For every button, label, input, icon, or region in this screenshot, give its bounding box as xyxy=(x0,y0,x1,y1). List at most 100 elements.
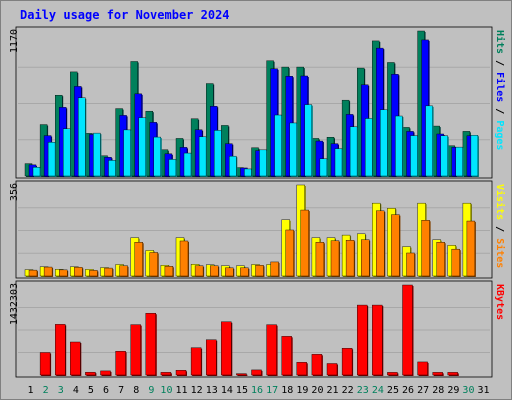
bar-pages-day-3 xyxy=(63,128,71,177)
x-tick-label-day-20: 20 xyxy=(311,385,323,396)
bar-shadow xyxy=(237,374,248,376)
bar-sites-day-2 xyxy=(43,266,53,277)
x-tick-label-day-31: 31 xyxy=(478,385,490,396)
x-tick-label-day-29: 29 xyxy=(447,385,459,396)
x-tick-label-day-3: 3 xyxy=(58,385,64,396)
bar-sites-day-28 xyxy=(436,242,445,277)
bar-kbytes-day-8 xyxy=(130,324,141,376)
bar-kbytes-day-9 xyxy=(145,313,157,376)
bar-pages-day-6 xyxy=(108,160,116,177)
bar-kbytes-day-14 xyxy=(221,321,232,376)
x-tick-label-day-21: 21 xyxy=(327,385,339,396)
x-tick-label-day-6: 6 xyxy=(103,385,109,396)
bar-sites-day-25 xyxy=(391,214,400,277)
bar-sites-day-14 xyxy=(225,267,234,277)
x-tick-label-day-27: 27 xyxy=(417,385,429,396)
bar-sites-day-19 xyxy=(300,209,309,277)
bar-pages-day-1 xyxy=(32,167,41,177)
bar-kbytes-day-7 xyxy=(115,351,126,376)
legend-item-hits: Hits xyxy=(494,30,506,54)
bar-sites-day-13 xyxy=(209,265,219,277)
y-max-label: 1170 xyxy=(9,29,20,53)
bar-sites-day-22 xyxy=(345,240,355,277)
bar-sites-day-26 xyxy=(406,252,415,277)
bar-pages-day-28 xyxy=(440,135,448,177)
x-tick-label-day-25: 25 xyxy=(387,385,399,396)
bar-pages-day-24 xyxy=(380,109,388,177)
bar-pages-day-8 xyxy=(138,117,146,177)
bar-kbytes-day-3 xyxy=(55,324,66,376)
legend-hits-files-pages: Hits / Files / Pages xyxy=(494,30,506,150)
bar-sites-day-30 xyxy=(466,220,476,277)
bar-kbytes-day-2 xyxy=(39,352,51,376)
x-tick-label-day-30: 30 xyxy=(462,385,474,396)
bar-sites-day-4 xyxy=(74,267,83,277)
bar-kbytes-day-5 xyxy=(85,371,96,376)
bar-pages-day-10 xyxy=(168,159,177,177)
x-tick-label-day-7: 7 xyxy=(118,385,124,396)
bar-pages-day-21 xyxy=(334,148,343,177)
bar-pages-day-7 xyxy=(123,129,131,177)
bar-kbytes-day-4 xyxy=(70,341,81,376)
bar-kbytes-day-23 xyxy=(357,304,368,376)
legend-separator: / xyxy=(494,220,505,238)
x-tick-label-day-1: 1 xyxy=(28,385,34,396)
bar-pages-day-16 xyxy=(259,149,267,177)
bar-sites-day-23 xyxy=(361,239,370,277)
panel-visits-sites: 356 Visits / Sites xyxy=(9,180,506,279)
bar-sites-day-12 xyxy=(194,265,204,277)
bar-sites-day-11 xyxy=(179,240,189,277)
bar-pages-day-4 xyxy=(78,97,86,177)
bar-pages-day-12 xyxy=(198,136,207,177)
x-tick-label-day-16: 16 xyxy=(251,385,263,396)
bar-pages-day-9 xyxy=(153,136,162,177)
bar-pages-day-30 xyxy=(470,135,479,177)
series-pages xyxy=(32,97,479,177)
legend-visits-sites: Visits / Sites xyxy=(494,184,506,268)
bar-sites-day-7 xyxy=(119,265,128,277)
x-tick-label-day-14: 14 xyxy=(221,385,233,396)
bar-pages-day-26 xyxy=(410,135,418,177)
legend-item-kbytes: KBytes xyxy=(494,284,505,320)
x-tick-label-day-11: 11 xyxy=(176,385,188,396)
legend-separator: / xyxy=(494,102,505,120)
bar-sites-day-17 xyxy=(270,261,279,277)
x-tick-label-day-4: 4 xyxy=(73,385,79,396)
x-tick-label-day-28: 28 xyxy=(432,385,444,396)
bar-kbytes-day-11 xyxy=(175,370,187,376)
bar-sites-day-15 xyxy=(240,267,249,277)
bar-pages-day-19 xyxy=(304,104,312,177)
bar-sites-day-3 xyxy=(59,269,68,277)
bar-kbytes-day-18 xyxy=(281,336,292,376)
bar-kbytes-day-27 xyxy=(417,361,428,376)
panel-hits-files-pages: 1170 Hits / Files / Pages xyxy=(9,26,506,179)
bar-sites-day-8 xyxy=(134,242,143,277)
bar-pages-day-20 xyxy=(319,158,328,177)
bar-kbytes-day-6 xyxy=(100,370,111,376)
bar-kbytes-day-21 xyxy=(326,363,338,376)
bar-pages-day-18 xyxy=(289,122,297,177)
x-tick-label-day-2: 2 xyxy=(43,385,49,396)
bar-sites-day-6 xyxy=(104,267,113,277)
y-max-label: 1432303 xyxy=(9,283,20,325)
legend-separator: / xyxy=(494,54,505,72)
bar-kbytes-day-16 xyxy=(251,369,262,376)
x-tick-label-day-26: 26 xyxy=(402,385,414,396)
legend-item-files: Files xyxy=(494,72,506,102)
bar-pages-day-5 xyxy=(93,132,101,177)
chart-panels: 1170 Hits / Files / Pages 356 Visits / Site… xyxy=(9,26,506,378)
bar-sites-day-29 xyxy=(451,248,460,277)
legend-item-pages: Pages xyxy=(494,120,505,150)
bar-kbytes-day-22 xyxy=(341,348,353,376)
series-kbytes xyxy=(39,284,459,376)
bar-sites-day-9 xyxy=(149,252,159,277)
x-tick-label-day-8: 8 xyxy=(133,385,139,396)
panel-kbytes: 1432303 KBytes xyxy=(9,280,505,378)
bar-sites-day-1 xyxy=(28,269,38,277)
bar-kbytes-day-15 xyxy=(236,373,247,376)
bar-files-day-20 xyxy=(315,140,324,177)
x-axis-day-labels: 1 2 3 4 5 6 7 8 9 10 11 12 13 14 15 16 17 18 19 20 21 22 23 24 2… xyxy=(28,385,490,396)
x-tick-label-day-9: 9 xyxy=(148,385,154,396)
legend-kbytes: KBytes xyxy=(494,284,505,320)
